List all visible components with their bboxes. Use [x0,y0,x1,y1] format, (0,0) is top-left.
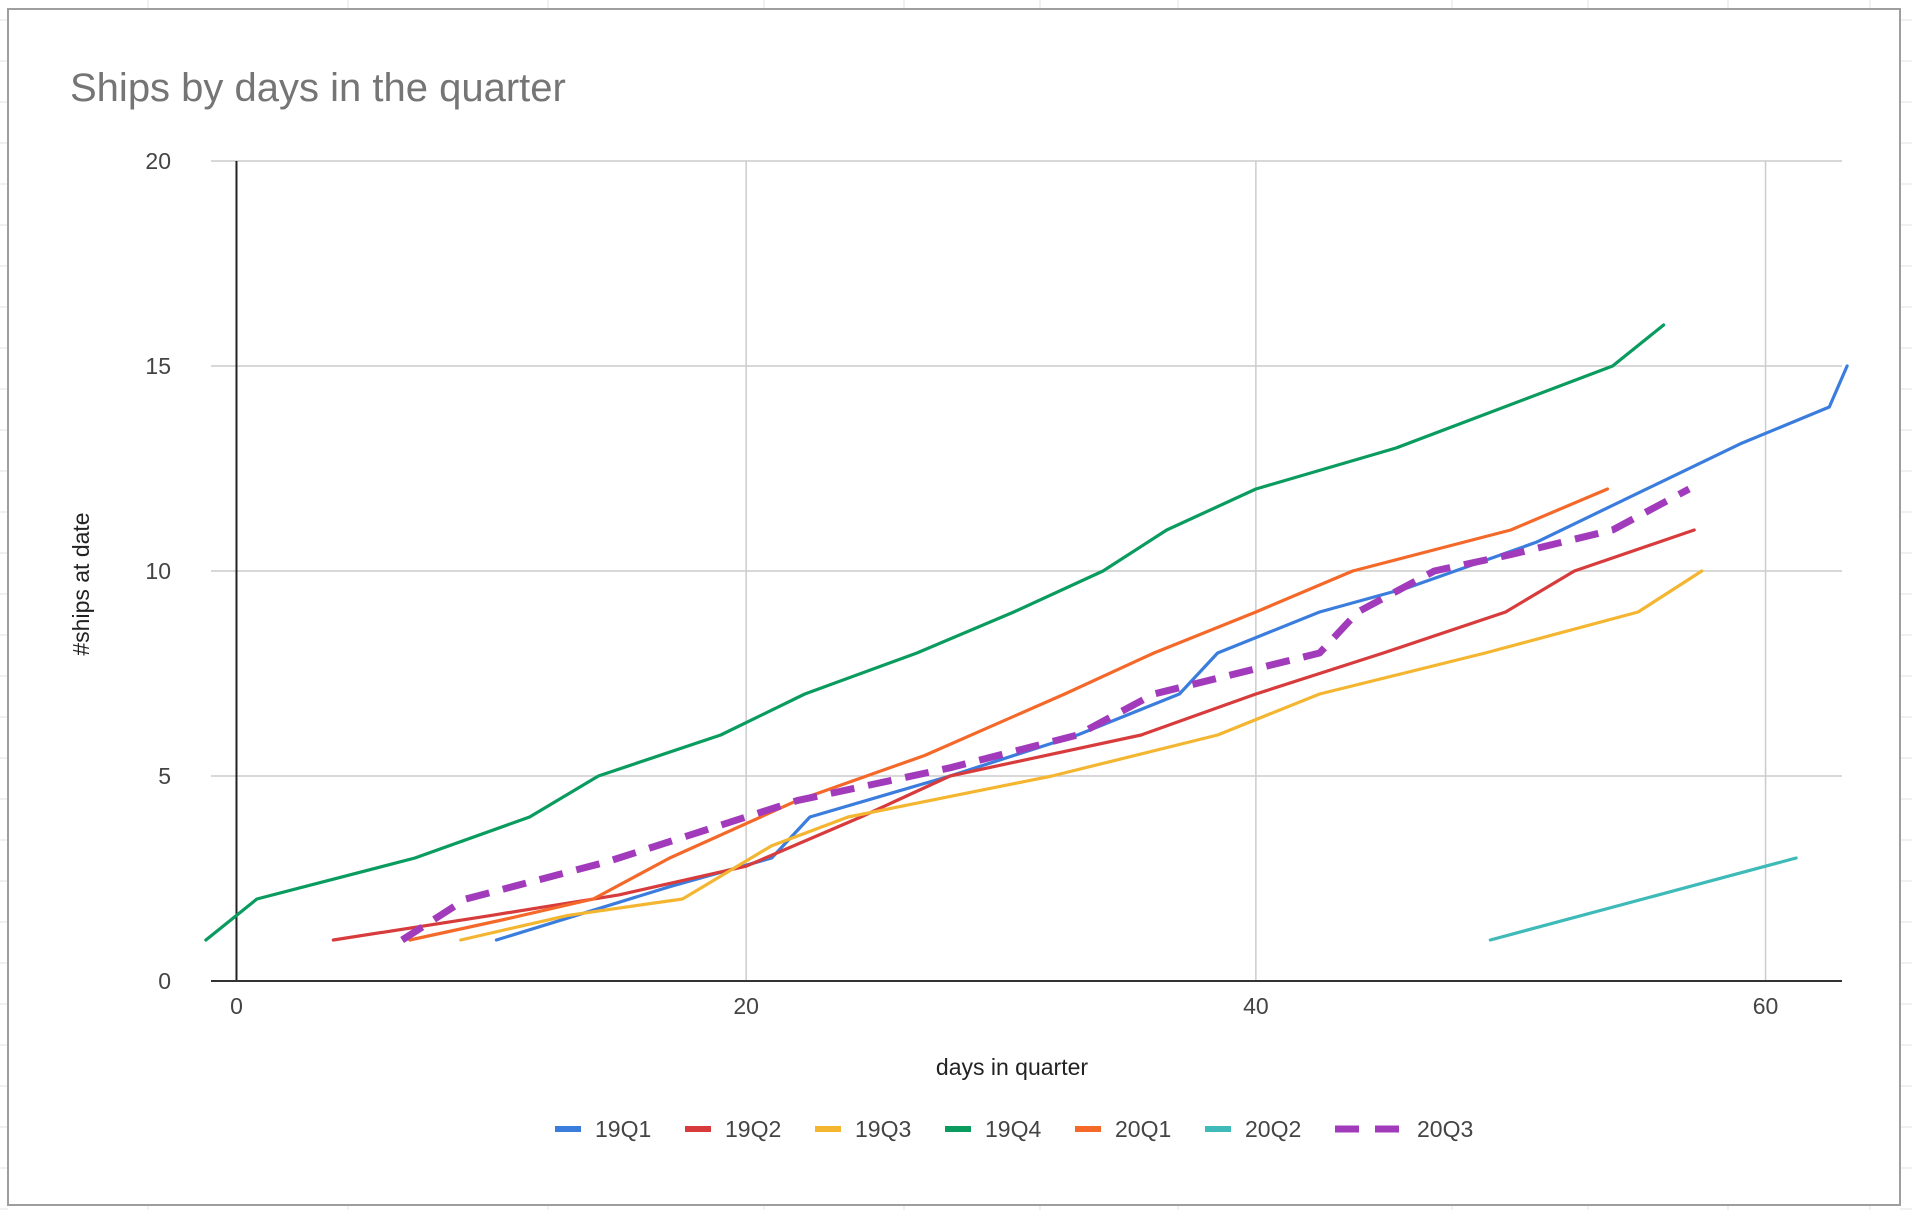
series-line-20q1 [408,487,1610,942]
y-tick-label: 15 [145,353,171,379]
x-tick-label: 40 [1243,993,1269,1019]
gridlines [211,160,1842,981]
legend-label: 19Q3 [855,1116,911,1142]
legend-label: 20Q1 [1115,1116,1171,1142]
chart-title: Ships by days in the quarter [70,66,566,110]
legend-label: 19Q2 [725,1116,781,1142]
y-axis-title: #ships at date [68,512,94,655]
legend-item-19q2: 19Q2 [685,1116,781,1142]
legend: 19Q1 19Q2 19Q3 19Q4 20Q1 20Q2 20Q3 [555,1116,1473,1142]
legend-item-19q4: 19Q4 [945,1116,1041,1142]
y-tick-label: 10 [145,558,171,584]
legend-label: 19Q1 [595,1116,651,1142]
x-tick-label: 0 [230,993,243,1019]
series-line-19q1 [494,364,1849,942]
x-axis-title: days in quarter [936,1054,1088,1080]
x-tick-label: 60 [1753,993,1779,1019]
tick-labels: 0 5 10 15 20 0 20 40 60 [145,148,1778,1019]
y-tick-label: 5 [158,763,171,789]
series-line-20q3 [400,485,1691,943]
chart-frame [7,8,1901,1206]
legend-label: 20Q3 [1417,1116,1473,1142]
legend-label: 20Q2 [1245,1116,1301,1142]
series-line-20q2 [1488,856,1798,942]
legend-item-20q2: 20Q2 [1205,1116,1301,1142]
axes [211,161,1842,982]
y-tick-label: 20 [145,148,171,174]
legend-item-19q3: 19Q3 [815,1116,911,1142]
x-tick-label: 20 [733,993,759,1019]
legend-item-19q1: 19Q1 [555,1116,651,1142]
legend-item-20q3: 20Q3 [1335,1116,1473,1142]
series-line-19q3 [459,569,1704,942]
y-tick-label: 0 [158,968,171,994]
legend-label: 19Q4 [985,1116,1041,1142]
legend-item-20q1: 20Q1 [1075,1116,1171,1142]
series-lines [204,323,1849,943]
series-line-19q4 [204,323,1666,942]
